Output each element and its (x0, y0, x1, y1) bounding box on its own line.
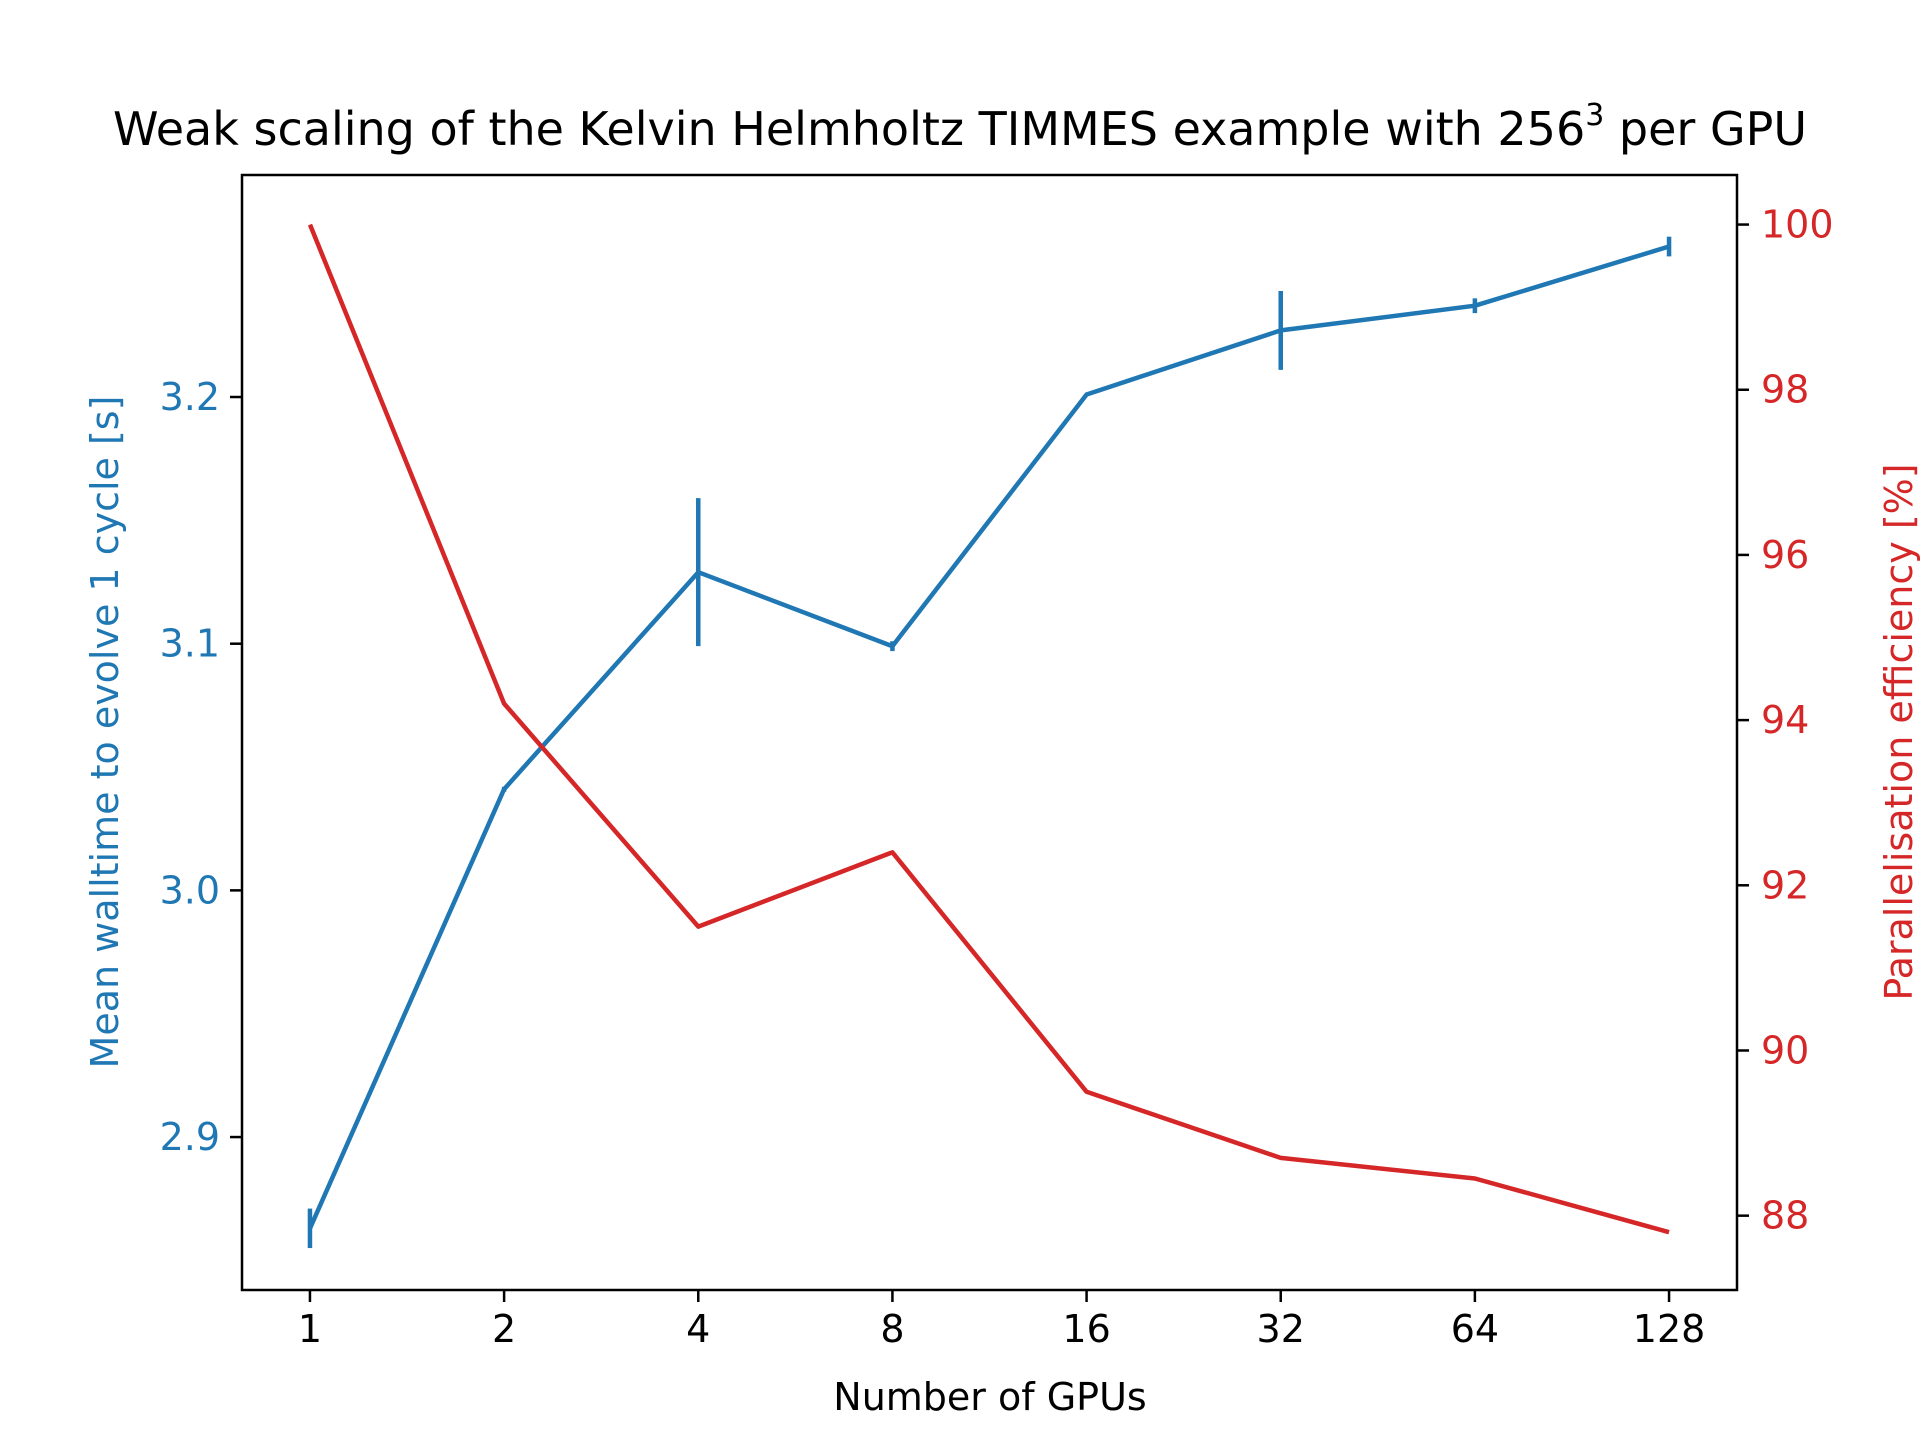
y-right-tick-label: 90 (1761, 1028, 1809, 1072)
y-axis-label-left: Mean walltime to evolve 1 cycle [s] (83, 396, 127, 1069)
axis-layer: 1 2 4 8 16 32 64 128 2.9 3.0 3.1 3.2 88 90 92 94 96 98 100 (160, 203, 1834, 1351)
y-right-tick-label: 98 (1761, 368, 1809, 412)
chart-title-superscript: 3 (1585, 98, 1604, 133)
y-axis-label-right: Parallelisation efficiency [%] (1877, 463, 1920, 1000)
y-right-tick-label: 96 (1761, 533, 1809, 577)
x-tick-label: 2 (492, 1307, 516, 1351)
y-right-tick-label: 92 (1761, 863, 1809, 907)
x-tick-label: 8 (880, 1307, 904, 1351)
y-left-tick-label: 2.9 (160, 1115, 220, 1159)
chart-title-end: per GPU (1604, 102, 1807, 156)
y-right-tick-label: 94 (1761, 698, 1809, 742)
x-tick-label: 16 (1062, 1307, 1110, 1351)
y-left-tick-label: 3.1 (160, 622, 220, 666)
x-tick-label: 1 (298, 1307, 322, 1351)
x-axis-label: Number of GPUs (833, 1375, 1146, 1419)
plot-layer (310, 224, 1669, 1248)
x-tick-label: 128 (1633, 1307, 1706, 1351)
plot-frame (242, 175, 1737, 1290)
series-line-efficiency (310, 225, 1669, 1233)
y-right-tick-label: 88 (1761, 1194, 1809, 1238)
series-line-walltime (310, 247, 1669, 1229)
y-left-tick-label: 3.2 (160, 375, 220, 419)
y-left-tick-label: 3.0 (160, 868, 220, 912)
x-tick-label: 4 (686, 1307, 710, 1351)
x-tick-label: 32 (1257, 1307, 1305, 1351)
chart-title-main: Weak scaling of the Kelvin Helmholtz TIM… (113, 102, 1585, 156)
x-tick-label: 64 (1451, 1307, 1499, 1351)
y-right-tick-label: 100 (1761, 203, 1834, 247)
chart-title: Weak scaling of the Kelvin Helmholtz TIM… (113, 98, 1807, 156)
